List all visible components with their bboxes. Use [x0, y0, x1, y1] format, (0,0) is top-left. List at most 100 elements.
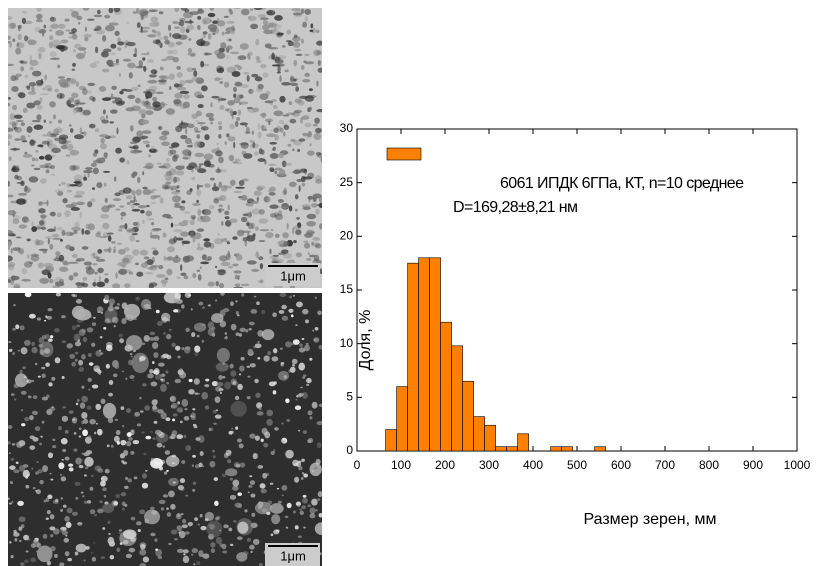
- grain: [218, 134, 222, 139]
- grain: [271, 28, 280, 35]
- grain: [88, 123, 96, 129]
- grain: [126, 21, 129, 25]
- grain: [303, 240, 309, 244]
- grain: [81, 282, 85, 286]
- grain: [59, 529, 64, 533]
- grain: [246, 222, 250, 227]
- grain: [147, 34, 157, 38]
- grain: [62, 504, 67, 508]
- grain: [215, 168, 222, 174]
- grain: [76, 257, 85, 262]
- grain: [139, 410, 144, 413]
- grain: [60, 438, 68, 445]
- grain: [290, 138, 296, 143]
- grain: [283, 187, 288, 195]
- grain: [107, 520, 111, 525]
- grain: [306, 220, 316, 227]
- grain: [130, 125, 134, 132]
- grain: [65, 521, 72, 529]
- grain: [159, 101, 166, 108]
- grain: [197, 104, 204, 109]
- grain: [307, 251, 310, 256]
- grain: [146, 218, 155, 221]
- grain: [152, 96, 158, 102]
- grain: [201, 254, 207, 261]
- grain: [159, 37, 163, 40]
- grain: [8, 133, 13, 140]
- grain: [152, 407, 159, 413]
- grain: [226, 45, 233, 50]
- grain: [73, 49, 77, 53]
- grain: [278, 205, 289, 209]
- grain: [247, 55, 251, 60]
- grain: [162, 162, 171, 170]
- grain: [61, 530, 68, 536]
- grain: [17, 349, 20, 352]
- grain: [216, 67, 225, 74]
- grain: [84, 230, 91, 235]
- grain: [191, 76, 201, 82]
- grain: [252, 538, 260, 546]
- grain: [236, 117, 240, 121]
- grain: [8, 35, 11, 40]
- grain: [207, 24, 218, 31]
- grain: [110, 43, 117, 49]
- grain: [165, 170, 173, 177]
- grain: [193, 563, 196, 566]
- grain: [83, 33, 92, 38]
- grain: [269, 141, 278, 145]
- grain: [188, 162, 198, 169]
- grain: [35, 550, 39, 553]
- grain: [63, 537, 70, 543]
- grain: [120, 406, 125, 411]
- grain: [259, 228, 270, 232]
- grain: [168, 490, 175, 498]
- grain: [311, 241, 314, 246]
- grain: [64, 18, 70, 22]
- grain: [125, 553, 133, 559]
- grain: [248, 321, 255, 326]
- grain: [39, 164, 49, 169]
- grain: [139, 509, 146, 515]
- grain: [182, 164, 185, 168]
- grain: [26, 473, 31, 477]
- grain: [221, 543, 227, 550]
- grain: [8, 41, 10, 44]
- grain: [237, 521, 249, 534]
- grain: [34, 362, 38, 366]
- grain: [249, 475, 253, 478]
- grain: [123, 449, 129, 456]
- grain: [62, 406, 67, 409]
- grain: [92, 159, 103, 164]
- x-tick-label: 1000: [784, 458, 811, 472]
- grain: [209, 177, 215, 181]
- grain: [313, 338, 317, 341]
- grain: [92, 252, 95, 259]
- grain: [260, 438, 264, 443]
- grain: [181, 304, 185, 309]
- grain: [71, 228, 79, 231]
- grain: [15, 73, 22, 78]
- grain: [210, 101, 213, 108]
- grain: [163, 293, 181, 304]
- grain: [51, 233, 60, 238]
- grain: [246, 365, 251, 368]
- grain: [213, 198, 220, 204]
- grain: [110, 109, 118, 114]
- grain: [25, 476, 29, 479]
- grain: [274, 56, 281, 64]
- grain: [311, 498, 318, 506]
- grain: [120, 216, 123, 220]
- grain: [140, 262, 148, 269]
- grain: [268, 46, 279, 50]
- grain: [37, 104, 43, 111]
- grain: [71, 293, 76, 297]
- grain: [56, 92, 65, 99]
- grain: [98, 134, 109, 138]
- grain: [296, 178, 303, 182]
- grain: [54, 137, 60, 142]
- grain: [90, 474, 94, 478]
- grain: [217, 269, 225, 272]
- grain: [149, 148, 156, 153]
- grain: [50, 133, 60, 136]
